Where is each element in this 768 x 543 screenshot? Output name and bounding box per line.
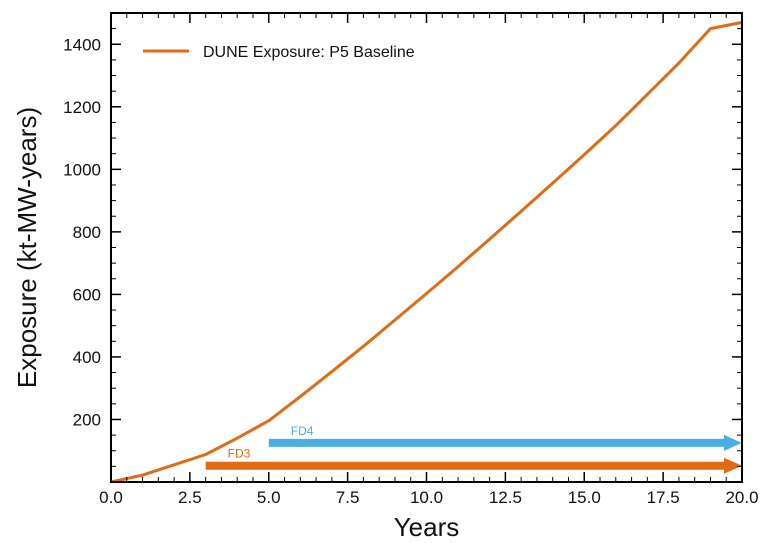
fd4-arrow-head <box>724 434 742 451</box>
y-tick-label: 800 <box>73 223 101 242</box>
y-axis-title: Exposure (kt-MW-years) <box>12 107 42 388</box>
x-tick-label: 20.0 <box>725 488 758 507</box>
series-line-dune-exposure <box>110 20 743 484</box>
y-tick-label: 400 <box>73 348 101 367</box>
x-tick-label: 17.5 <box>647 488 680 507</box>
x-tick-label: 5.0 <box>257 488 281 507</box>
y-tick-label: 600 <box>73 285 101 304</box>
y-tick-label: 200 <box>73 410 101 429</box>
x-tick-label: 0.0 <box>99 488 123 507</box>
y-tick-label: 1200 <box>63 98 101 117</box>
x-tick-label: 2.5 <box>178 488 202 507</box>
y-tick-label: 1000 <box>63 160 101 179</box>
fd3-label: FD3 <box>228 447 251 461</box>
y-tick-label: 1400 <box>63 35 101 54</box>
plot-frame <box>110 12 743 483</box>
x-tick-label: 15.0 <box>568 488 601 507</box>
x-tick-label: 10.0 <box>410 488 443 507</box>
x-tick-label: 12.5 <box>489 488 522 507</box>
legend-label: DUNE Exposure: P5 Baseline <box>203 44 415 61</box>
fd4-label: FD4 <box>291 424 314 438</box>
fd3-arrow-head <box>724 457 742 474</box>
x-tick-label: 7.5 <box>336 488 360 507</box>
legend: DUNE Exposure: P5 Baseline <box>143 44 415 61</box>
marks-layer: FD4 FD3 <box>110 20 743 484</box>
x-axis-title: Years <box>394 512 460 542</box>
